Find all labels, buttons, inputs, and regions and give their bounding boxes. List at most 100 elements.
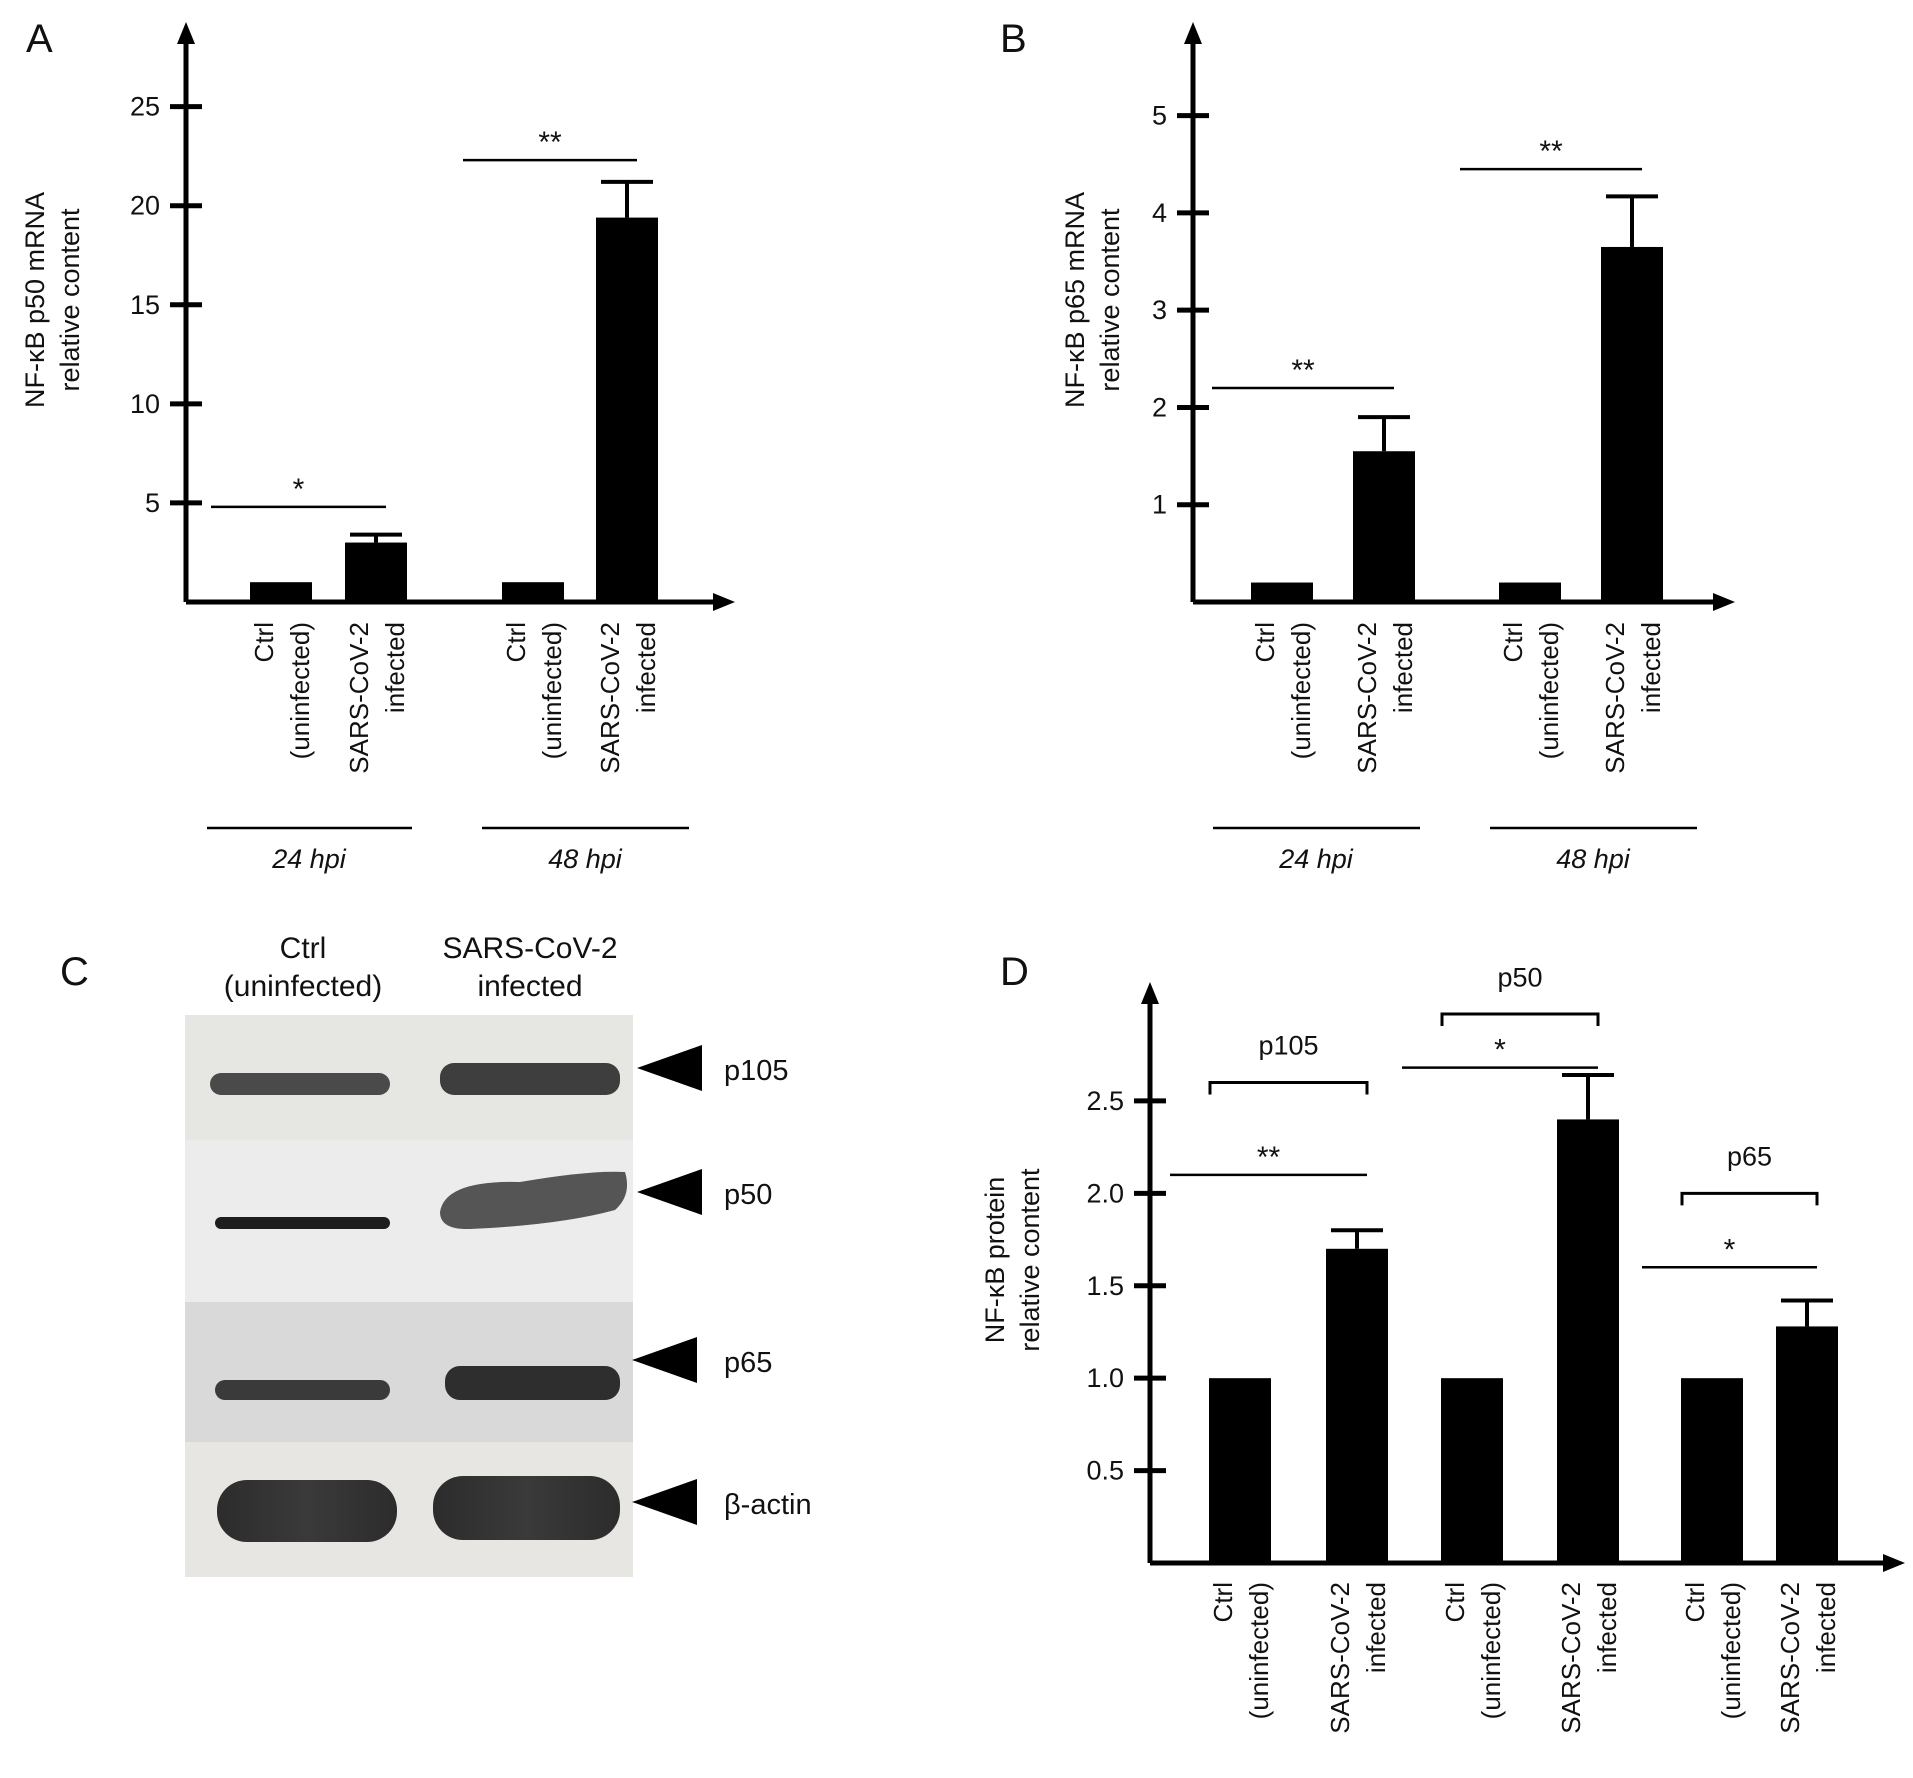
bar [1601,246,1663,603]
category-label: SARS-CoV-2 [1556,1582,1586,1734]
band-p50-ctrl [215,1217,390,1229]
category-label: SARS-CoV-2 [1352,622,1382,774]
category-label: (uninfected) [1286,622,1316,759]
category-label: Ctrl [1208,1582,1238,1622]
bar [1441,1378,1503,1563]
y-axis-arrow-icon [1184,22,1202,44]
significance-marker: ** [1257,1141,1281,1174]
blot-label-p105: p105 [724,1055,789,1087]
p105-arrowhead-icon [637,1045,702,1091]
y-tick-label: 2.5 [1086,1086,1124,1116]
chart-a: 5 10 15 20 25 NF-κB p50 mRNA relative content C… [20,22,735,874]
bar [345,542,407,602]
bar [1776,1326,1838,1563]
bar [1251,582,1313,602]
significance-marker: * [293,473,305,506]
y-axis-label: NF-κB p50 mRNA [20,192,50,408]
category-label: Ctrl [1498,622,1528,662]
significance-marker: ** [538,126,562,159]
band-p105-infected [440,1063,620,1095]
category-label: (uninfected) [1244,1582,1274,1719]
blot-column-header-infected-line2: infected [477,970,582,1003]
y-tick-label: 2.0 [1086,1178,1124,1208]
category-label: SARS-CoV-2 [595,622,625,774]
significance-marker: ** [1539,135,1563,168]
y-tick-label: 10 [130,389,160,419]
category-label: infected [1592,1582,1622,1673]
y-tick-label: 15 [130,290,160,320]
blot-label-actin: β-actin [724,1489,812,1521]
bar [596,217,658,602]
y-axis-label: relative content [1095,208,1125,392]
panel-letter-d: D [1000,950,1029,994]
x-axis-arrow-icon [1883,1554,1905,1572]
group-label: 48 hpi [1556,844,1631,874]
significance-marker: ** [1291,354,1315,387]
y-tick-label: 20 [130,191,160,221]
x-axis-arrow-icon [713,593,735,611]
y-tick-label: 4 [1152,198,1167,228]
bar [502,582,564,602]
y-axis-arrow-icon [177,22,195,44]
chart-d: 0.5 1.0 1.5 2.0 2.5 NF-κB protein relative con… [980,962,1905,1734]
blot-column-header-ctrl-line2: (uninfected) [224,970,382,1003]
y-axis-label: NF-κB protein [980,1177,1010,1344]
panel-letter-b: B [1000,17,1027,61]
protein-bracket [1208,1080,1369,1095]
p50-arrowhead-icon [637,1169,702,1215]
y-tick-label: 1.0 [1086,1363,1124,1393]
category-label: (uninfected) [1716,1582,1746,1719]
bar [1326,1248,1388,1563]
protein-group-label: p105 [1258,1031,1318,1061]
band-p50-infected [440,1171,628,1230]
band-p65-ctrl [215,1380,390,1400]
category-label: infected [631,622,661,713]
category-label: SARS-CoV-2 [1600,622,1630,774]
category-label: Ctrl [1250,622,1280,662]
protein-group-label: p50 [1497,962,1542,992]
category-label: (uninfected) [1476,1582,1506,1719]
group-label: 24 hpi [271,844,347,874]
y-axis-arrow-icon [1141,982,1159,1004]
y-tick-label: 0.5 [1086,1456,1124,1486]
bar [1681,1378,1743,1563]
category-label: infected [1361,1582,1391,1673]
protein-bracket [1440,1012,1600,1027]
category-label: Ctrl [1680,1582,1710,1622]
p65-arrowhead-icon [632,1337,697,1383]
category-label: Ctrl [501,622,531,662]
panel-letter-c: C [60,950,89,994]
actin-arrowhead-icon [632,1479,697,1525]
y-axis-label: relative content [55,208,85,392]
x-axis-arrow-icon [1713,593,1735,611]
bar [1499,582,1561,602]
blot-label-p65: p65 [724,1347,772,1379]
y-tick-label: 5 [145,488,160,518]
protein-bracket [1680,1191,1819,1206]
y-axis-label: relative content [1015,1168,1045,1352]
category-label: (uninfected) [537,622,567,759]
bar [250,582,312,602]
category-label: Ctrl [249,622,279,662]
y-tick-label: 1.5 [1086,1271,1124,1301]
band-actin-infected [433,1476,620,1540]
y-tick-label: 3 [1152,295,1167,325]
bar [1353,451,1415,602]
category-label: SARS-CoV-2 [1325,1582,1355,1734]
category-label: SARS-CoV-2 [1775,1582,1805,1734]
blot-label-p50: p50 [724,1179,772,1211]
bar [1557,1119,1619,1563]
protein-group-label: p65 [1727,1142,1772,1172]
band-p105-ctrl [210,1073,390,1095]
category-label: (uninfected) [1534,622,1564,759]
category-label: infected [1636,622,1666,713]
category-label: infected [380,622,410,713]
category-label: infected [1388,622,1418,713]
y-tick-label: 2 [1152,392,1167,422]
y-tick-label: 5 [1152,101,1167,131]
category-label: (uninfected) [285,622,315,759]
western-blot: Ctrl (uninfected) SARS-CoV-2 infected p1… [185,932,812,1577]
y-tick-label: 25 [130,92,160,122]
